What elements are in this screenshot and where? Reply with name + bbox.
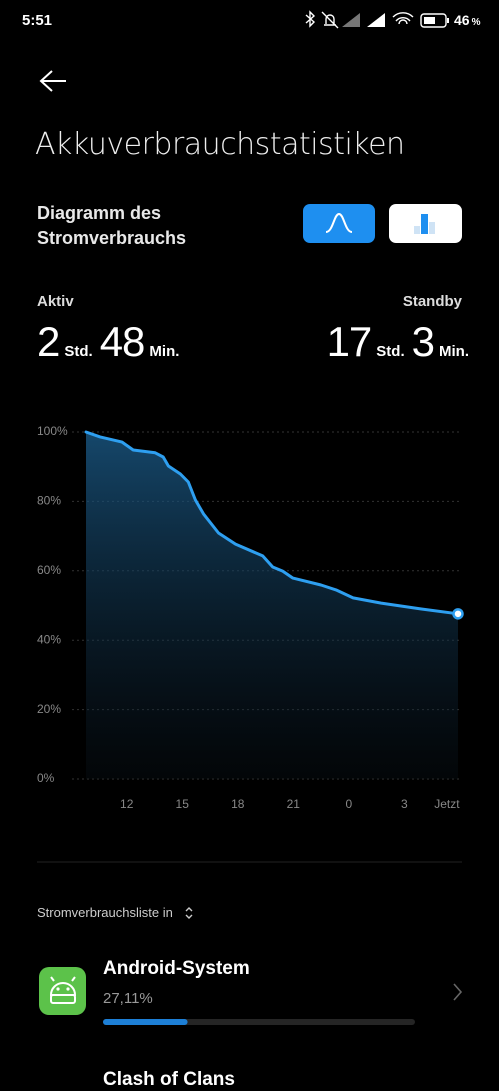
app-name[interactable]: Android-System (103, 958, 250, 979)
active-label: Aktiv (37, 293, 74, 310)
active-minutes: 48 (99, 318, 146, 365)
minutes-unit: Min. (439, 343, 469, 360)
y-tick-label: 20% (37, 702, 61, 716)
x-tick-label: 0 (345, 797, 352, 811)
chart-toggle (303, 204, 462, 243)
android-eye (66, 987, 70, 991)
hours-unit: Std. (376, 343, 405, 360)
back-button[interactable] (39, 70, 66, 92)
wifi-icon (392, 12, 414, 25)
x-tick-label: 3 (401, 797, 408, 811)
x-tick-label: 15 (176, 797, 190, 811)
bar-icon (414, 226, 420, 234)
standby-label: Standby (402, 293, 462, 310)
end-point (452, 608, 464, 620)
battery-level (424, 17, 435, 24)
y-tick-label: 100% (37, 424, 68, 438)
page-title: Akkuverbrauchstatistiken (35, 127, 405, 162)
battery-level-text: 46 (454, 12, 470, 28)
y-tick-label: 60% (37, 563, 61, 577)
x-tick-label: 12 (120, 797, 134, 811)
status-icons (305, 10, 449, 29)
standby-time: 17 Std. 3 Min. (327, 318, 469, 366)
mute-icon (321, 11, 339, 29)
y-tick-label: 0% (37, 771, 55, 785)
minutes-unit: Min. (149, 343, 180, 360)
standby-hours: 17 (326, 318, 373, 365)
status-time: 5:51 (22, 12, 53, 29)
signal-icon (342, 13, 360, 27)
section-title: Diagramm des Stromverbrauchs (37, 203, 187, 248)
line-icon (325, 212, 353, 233)
line-view-button[interactable] (303, 204, 375, 243)
x-tick-label: 21 (287, 797, 301, 811)
active-hours: 2 (37, 318, 60, 365)
area (86, 432, 458, 779)
progress-fill (103, 1019, 188, 1025)
battery-unit: % (471, 17, 481, 28)
standby-minutes: 3 (411, 318, 435, 365)
chevron-right (453, 983, 463, 1001)
battery-icon (420, 13, 447, 28)
y-tick-label: 80% (37, 494, 61, 508)
x-tick-label: Jetzt (434, 797, 460, 811)
app-name[interactable]: Clash of Clans (103, 1069, 235, 1090)
android-eye (56, 987, 60, 991)
sort-icon[interactable] (185, 907, 193, 919)
android-logo (49, 976, 77, 1004)
bar-icon (421, 214, 428, 234)
active-time: 2 Std. 48 Min. (37, 318, 186, 366)
list-heading: Stromverbrauchsliste in (37, 905, 173, 920)
app-percent: 27,11% (103, 990, 153, 1007)
app-icon (39, 967, 86, 1015)
hours-unit: Std. (64, 343, 93, 360)
battery-text: 46 % (454, 12, 480, 28)
y-tick-label: 40% (37, 632, 61, 646)
battery-tip (447, 18, 449, 23)
signal-icon (367, 13, 385, 27)
x-tick-label: 18 (231, 797, 245, 811)
line (84, 430, 460, 616)
bar-icon (429, 222, 435, 234)
bluetooth-icon (305, 10, 316, 28)
